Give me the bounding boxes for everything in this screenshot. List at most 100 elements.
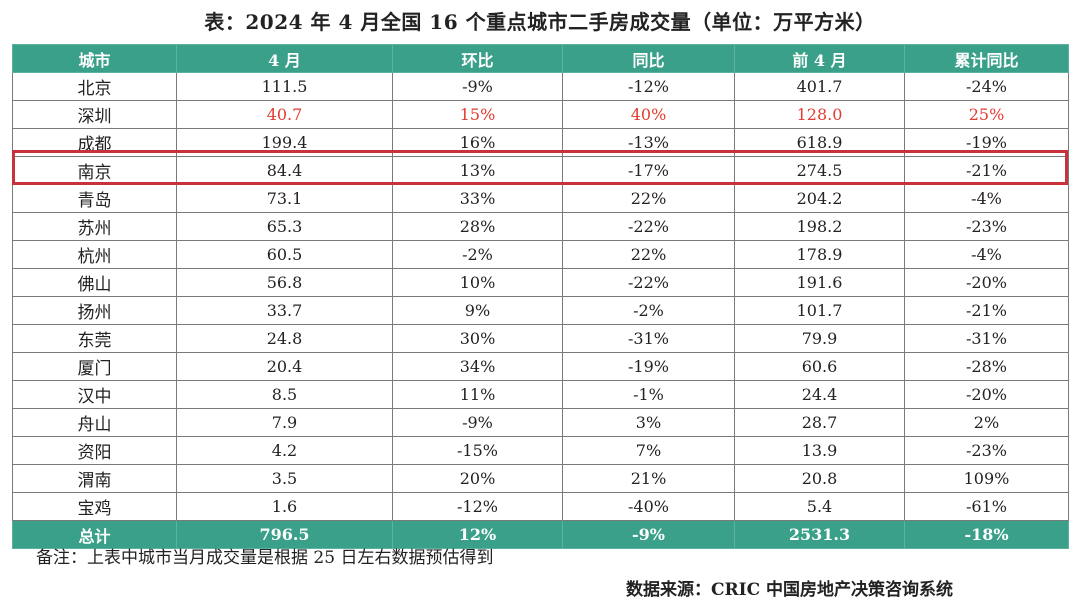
cell-april: 7.9	[176, 408, 393, 437]
cell-city: 成都	[12, 128, 177, 157]
cell-city: 渭南	[12, 464, 177, 493]
header-yoy: 同比	[562, 44, 735, 73]
table-title: 表：2024 年 4 月全国 16 个重点城市二手房成交量（单位：万平方米）	[204, 10, 876, 34]
total-cell-mom: 12%	[392, 520, 563, 549]
cell-ytd: 274.5	[734, 156, 905, 185]
cell-ytd-yoy: -23%	[904, 436, 1069, 465]
cell-city: 苏州	[12, 212, 177, 241]
cell-ytd-yoy: -61%	[904, 492, 1069, 521]
table-row: 南京 84.4 13% -17% 274.5 -21%	[12, 156, 1069, 185]
cell-yoy: 21%	[562, 464, 735, 493]
cell-april: 199.4	[176, 128, 393, 157]
header-ytd-yoy: 累计同比	[904, 44, 1069, 73]
cell-yoy: 7%	[562, 436, 735, 465]
table-row: 资阳 4.2 -15% 7% 13.9 -23%	[12, 436, 1069, 465]
header-ytd: 前 4 月	[734, 44, 905, 73]
table-row: 东莞 24.8 30% -31% 79.9 -31%	[12, 324, 1069, 353]
cell-ytd-yoy: -20%	[904, 380, 1069, 409]
cell-mom: 30%	[392, 324, 563, 353]
cell-mom: -9%	[392, 72, 563, 101]
table-row: 成都 199.4 16% -13% 618.9 -19%	[12, 128, 1069, 157]
cell-mom: 20%	[392, 464, 563, 493]
cell-mom: 34%	[392, 352, 563, 381]
total-cell-yoy: -9%	[562, 520, 735, 549]
cell-ytd: 128.0	[734, 100, 905, 129]
table-row: 厦门 20.4 34% -19% 60.6 -28%	[12, 352, 1069, 381]
cell-ytd: 618.9	[734, 128, 905, 157]
cell-ytd-yoy: 2%	[904, 408, 1069, 437]
cell-mom: 9%	[392, 296, 563, 325]
cell-city: 厦门	[12, 352, 177, 381]
total-row: 总计 796.5 12% -9% 2531.3 -18%	[12, 520, 1069, 549]
cell-yoy: -2%	[562, 296, 735, 325]
cell-ytd: 101.7	[734, 296, 905, 325]
cell-yoy: 3%	[562, 408, 735, 437]
cell-city: 青岛	[12, 184, 177, 213]
cell-yoy: -12%	[562, 72, 735, 101]
cell-april: 73.1	[176, 184, 393, 213]
cell-city: 汉中	[12, 380, 177, 409]
cell-april: 56.8	[176, 268, 393, 297]
cell-yoy: 40%	[562, 100, 735, 129]
cell-ytd-yoy: 25%	[904, 100, 1069, 129]
cell-mom: 15%	[392, 100, 563, 129]
footnote: 备注：上表中城市当月成交量是根据 25 日左右数据预估得到	[36, 548, 494, 568]
cell-ytd-yoy: -4%	[904, 184, 1069, 213]
cell-ytd-yoy: -31%	[904, 324, 1069, 353]
cell-mom: 13%	[392, 156, 563, 185]
cell-april: 40.7	[176, 100, 393, 129]
cell-ytd: 5.4	[734, 492, 905, 521]
cell-ytd-yoy: -28%	[904, 352, 1069, 381]
cell-yoy: -22%	[562, 268, 735, 297]
header-row: 城市 4 月 环比 同比 前 4 月 累计同比	[12, 44, 1069, 73]
cell-mom: -2%	[392, 240, 563, 269]
cell-ytd: 60.6	[734, 352, 905, 381]
cell-ytd: 401.7	[734, 72, 905, 101]
header-mom: 环比	[392, 44, 563, 73]
cell-ytd: 204.2	[734, 184, 905, 213]
cell-ytd-yoy: -21%	[904, 156, 1069, 185]
cell-ytd: 191.6	[734, 268, 905, 297]
data-table: 城市 4 月 环比 同比 前 4 月 累计同比 北京 111.5 -9% -12% 40…	[12, 44, 1069, 549]
cell-april: 4.2	[176, 436, 393, 465]
cell-ytd-yoy: -4%	[904, 240, 1069, 269]
data-source: 数据来源：CRIC 中国房地产决策咨询系统	[626, 580, 954, 600]
cell-ytd-yoy: 109%	[904, 464, 1069, 493]
table-row: 舟山 7.9 -9% 3% 28.7 2%	[12, 408, 1069, 437]
cell-april: 65.3	[176, 212, 393, 241]
cell-ytd: 79.9	[734, 324, 905, 353]
cell-ytd: 178.9	[734, 240, 905, 269]
cell-april: 8.5	[176, 380, 393, 409]
cell-april: 20.4	[176, 352, 393, 381]
cell-city: 杭州	[12, 240, 177, 269]
cell-city: 舟山	[12, 408, 177, 437]
cell-ytd: 20.8	[734, 464, 905, 493]
cell-mom: -15%	[392, 436, 563, 465]
cell-april: 60.5	[176, 240, 393, 269]
header-april: 4 月	[176, 44, 393, 73]
cell-ytd-yoy: -19%	[904, 128, 1069, 157]
cell-city: 深圳	[12, 100, 177, 129]
table-row: 苏州 65.3 28% -22% 198.2 -23%	[12, 212, 1069, 241]
cell-city: 佛山	[12, 268, 177, 297]
cell-yoy: -19%	[562, 352, 735, 381]
cell-ytd: 24.4	[734, 380, 905, 409]
cell-ytd: 28.7	[734, 408, 905, 437]
table-row: 青岛 73.1 33% 22% 204.2 -4%	[12, 184, 1069, 213]
cell-mom: 33%	[392, 184, 563, 213]
cell-city: 扬州	[12, 296, 177, 325]
cell-ytd-yoy: -21%	[904, 296, 1069, 325]
cell-yoy: -13%	[562, 128, 735, 157]
cell-mom: 10%	[392, 268, 563, 297]
cell-april: 1.6	[176, 492, 393, 521]
cell-yoy: -31%	[562, 324, 735, 353]
cell-city: 北京	[12, 72, 177, 101]
cell-april: 84.4	[176, 156, 393, 185]
cell-yoy: 22%	[562, 184, 735, 213]
table-row: 宝鸡 1.6 -12% -40% 5.4 -61%	[12, 492, 1069, 521]
cell-ytd-yoy: -20%	[904, 268, 1069, 297]
cell-city: 资阳	[12, 436, 177, 465]
cell-mom: -12%	[392, 492, 563, 521]
table-row: 汉中 8.5 11% -1% 24.4 -20%	[12, 380, 1069, 409]
cell-ytd: 198.2	[734, 212, 905, 241]
